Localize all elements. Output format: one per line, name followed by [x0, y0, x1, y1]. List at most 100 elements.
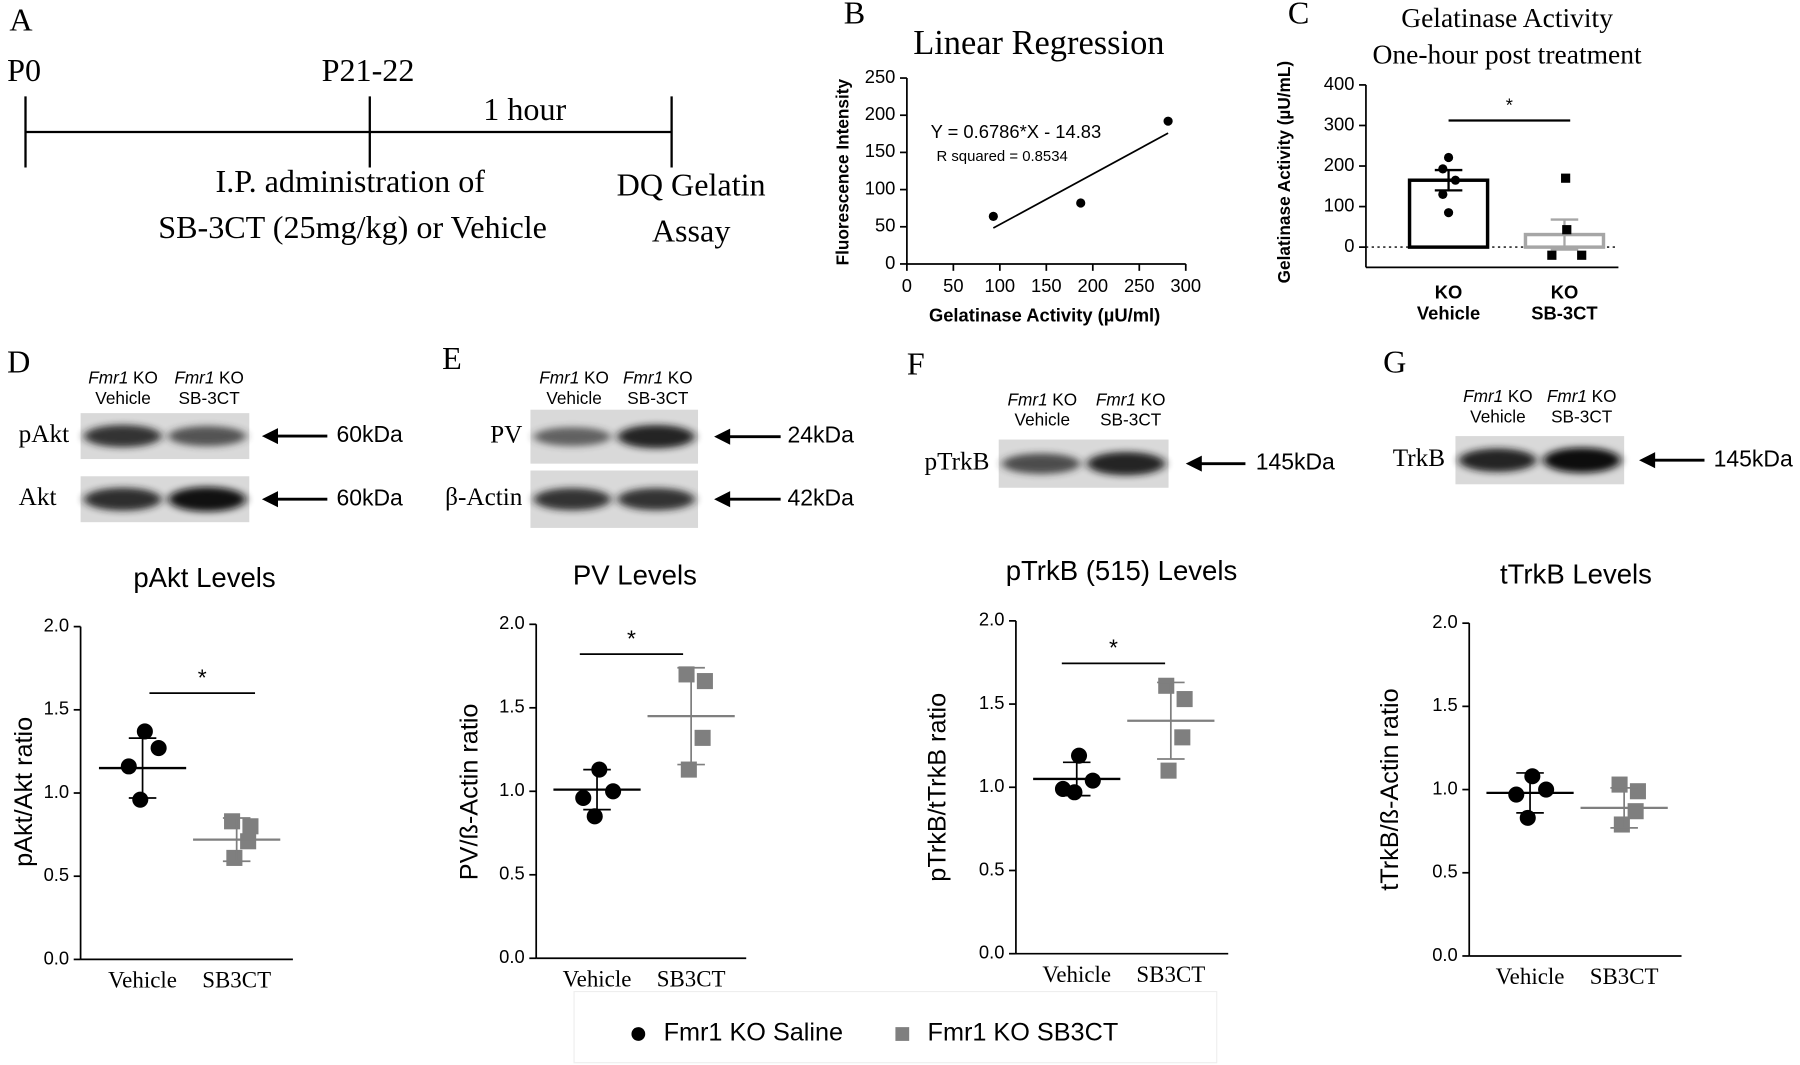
- lane-label: Vehicle: [95, 388, 150, 408]
- blot-band: [168, 426, 246, 447]
- data-point: [1613, 816, 1630, 833]
- timeline-label: P0: [7, 52, 41, 88]
- blot-size: 145kDa: [1714, 445, 1793, 471]
- legend-label: Fmr1 KO SB3CT: [928, 1019, 1119, 1047]
- significance-label: *: [198, 664, 207, 690]
- blot-band: [1543, 447, 1621, 473]
- blot-size: 145kDa: [1256, 449, 1335, 475]
- x-axis-label: Gelatinase Activity (µU/ml): [929, 305, 1160, 326]
- blot-protein: TrkB: [1393, 445, 1445, 472]
- panel-label: G: [1383, 343, 1406, 379]
- data-point: [1160, 762, 1177, 779]
- lane-label: SB-3CT: [627, 388, 689, 408]
- chart-title: pTrkB (515) Levels: [1006, 555, 1238, 586]
- data-point: [240, 833, 257, 850]
- lane-gene: Fmr1: [88, 367, 128, 387]
- timeline-label: I.P. administration of: [216, 163, 486, 199]
- y-tick-label: 0.5: [979, 858, 1005, 879]
- y-tick-label: 1.0: [499, 779, 525, 800]
- lane-genotype: KO: [1052, 389, 1077, 409]
- timeline-label: SB-3CT (25mg/kg) or Vehicle: [158, 209, 547, 245]
- chart-title: pAkt Levels: [133, 562, 275, 593]
- x-tick-label: Vehicle: [1417, 302, 1480, 323]
- panel-label: A: [9, 1, 32, 37]
- x-tick-label: SB3CT: [202, 968, 271, 993]
- blot-arrowhead: [1639, 452, 1656, 469]
- data-point: [694, 729, 711, 746]
- blot-size: 42kDa: [788, 484, 855, 510]
- x-tick-label: KO: [1435, 282, 1463, 303]
- lane-gene: Fmr1: [1096, 389, 1136, 409]
- x-tick-label: 300: [1170, 275, 1201, 296]
- chart-title: Linear Regression: [913, 24, 1164, 62]
- lane-genotype: KO: [219, 367, 244, 387]
- x-tick-label: 0: [902, 275, 912, 296]
- data-point: [1611, 776, 1628, 793]
- legend-box: [573, 990, 1218, 1064]
- chart-title: PV Levels: [573, 560, 697, 591]
- blot-band: [1087, 451, 1166, 476]
- blot-arrowhead: [714, 428, 731, 445]
- blot-protein: pTrkB: [925, 448, 990, 475]
- panel-label: D: [7, 343, 30, 379]
- data-point: [1443, 208, 1454, 218]
- blot-band: [83, 424, 162, 448]
- data-point: [150, 740, 167, 757]
- lane-gene: Fmr1: [1008, 389, 1048, 409]
- y-tick-label: 0.0: [1432, 944, 1458, 965]
- data-point: [1438, 164, 1448, 174]
- lane-label: SB-3CT: [179, 388, 241, 408]
- data-point: [224, 813, 241, 830]
- y-tick-label: 0.0: [499, 946, 525, 967]
- data-point: [1524, 768, 1541, 785]
- scatter-point: [1076, 198, 1086, 208]
- y-tick-label: 1.5: [979, 692, 1005, 713]
- chart-title: One-hour post treatment: [1373, 39, 1642, 70]
- panel-label: E: [442, 340, 462, 376]
- lane-label: Fmr1 KO: [1547, 386, 1617, 406]
- lane-label: Fmr1 KO: [1463, 386, 1533, 406]
- blot-size: 24kDa: [788, 422, 855, 448]
- panel-label: C: [1288, 0, 1309, 30]
- y-tick-label: 2.0: [1432, 611, 1458, 632]
- y-tick-label: 1.0: [44, 781, 70, 802]
- data-point: [1070, 747, 1088, 764]
- x-tick-label: Vehicle: [563, 966, 632, 991]
- lane-genotype: KO: [1592, 386, 1617, 406]
- y-tick-label: 300: [1324, 113, 1355, 134]
- y-tick-label: 100: [865, 177, 896, 198]
- blot-arrowhead: [714, 491, 731, 508]
- significance-label: *: [1506, 95, 1513, 116]
- data-point: [1561, 173, 1571, 183]
- data-point: [1577, 250, 1587, 260]
- y-tick-label: 150: [865, 140, 896, 161]
- lane-gene: Fmr1: [1463, 386, 1503, 406]
- annotation: R squared = 0.8534: [936, 149, 1067, 165]
- y-tick-label: 0.0: [979, 942, 1005, 963]
- y-tick-label: 2.0: [979, 609, 1005, 630]
- lane-genotype: KO: [1508, 386, 1533, 406]
- data-point: [586, 808, 603, 825]
- x-tick-label: SB3CT: [657, 966, 726, 991]
- lane-gene: Fmr1: [539, 367, 579, 387]
- y-axis-label: tTrkB/ß-Actin ratio: [1376, 688, 1404, 890]
- data-point: [1158, 677, 1175, 694]
- y-tick-label: 0.5: [44, 864, 70, 885]
- blot-band: [1002, 453, 1081, 474]
- blot-protein: β-Actin: [445, 484, 523, 511]
- y-tick-label: 250: [865, 66, 896, 87]
- timeline-label: P21-22: [322, 52, 415, 88]
- lane-genotype: KO: [668, 367, 693, 387]
- data-point: [226, 849, 243, 866]
- panel-label: F: [907, 346, 925, 382]
- y-tick-label: 100: [1324, 194, 1355, 215]
- blot-arrowhead: [261, 491, 278, 508]
- data-point: [1562, 225, 1572, 235]
- lane-genotype: KO: [584, 367, 609, 387]
- lane-label: SB-3CT: [1551, 406, 1613, 426]
- data-point: [1438, 189, 1448, 199]
- x-tick-label: 200: [1077, 275, 1108, 296]
- data-point: [1519, 809, 1536, 826]
- x-tick-label: Vehicle: [1496, 964, 1565, 989]
